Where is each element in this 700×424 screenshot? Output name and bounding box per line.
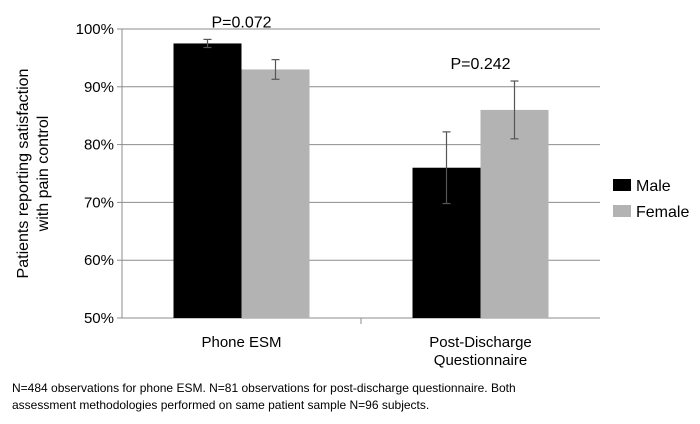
legend-swatch-female <box>613 205 631 217</box>
y-tick-label: 100% <box>76 21 114 38</box>
bar-male <box>173 43 242 318</box>
x-tick-label: Phone ESM <box>201 334 281 351</box>
bar-female <box>480 109 549 318</box>
y-axis-title-line: Patients reporting satisfaction <box>15 69 32 279</box>
p-value-annotation: P=0.072 <box>211 14 271 31</box>
bar-chart: 50% 60% 70% 80% 90% 100% Patients reporting sa… <box>15 14 689 369</box>
legend-label-male: Male <box>636 178 671 195</box>
p-value-annotation: P=0.242 <box>450 56 510 73</box>
bar-female <box>241 69 310 319</box>
y-tick-label: 50% <box>84 310 114 327</box>
y-tick-label: 90% <box>84 79 114 96</box>
y-tick-label: 80% <box>84 137 114 154</box>
y-tick-label: 70% <box>84 194 114 211</box>
y-axis-title: Patients reporting satisfaction with pain… <box>15 69 52 279</box>
labels: 50% 60% 70% 80% 90% 100% Patients reporting sa… <box>15 14 532 369</box>
footnote: N=484 observations for phone ESM. N=81 o… <box>12 381 516 412</box>
y-tick-label: 60% <box>84 252 114 269</box>
x-tick-label: Questionnaire <box>434 352 527 369</box>
bars <box>173 38 549 319</box>
legend: Male Female <box>613 178 689 221</box>
legend-label-female: Female <box>636 204 689 221</box>
legend-swatch-male <box>613 179 631 191</box>
x-tick-label: Post-Discharge <box>429 334 532 351</box>
y-axis-title-line: with pain control <box>35 116 52 233</box>
